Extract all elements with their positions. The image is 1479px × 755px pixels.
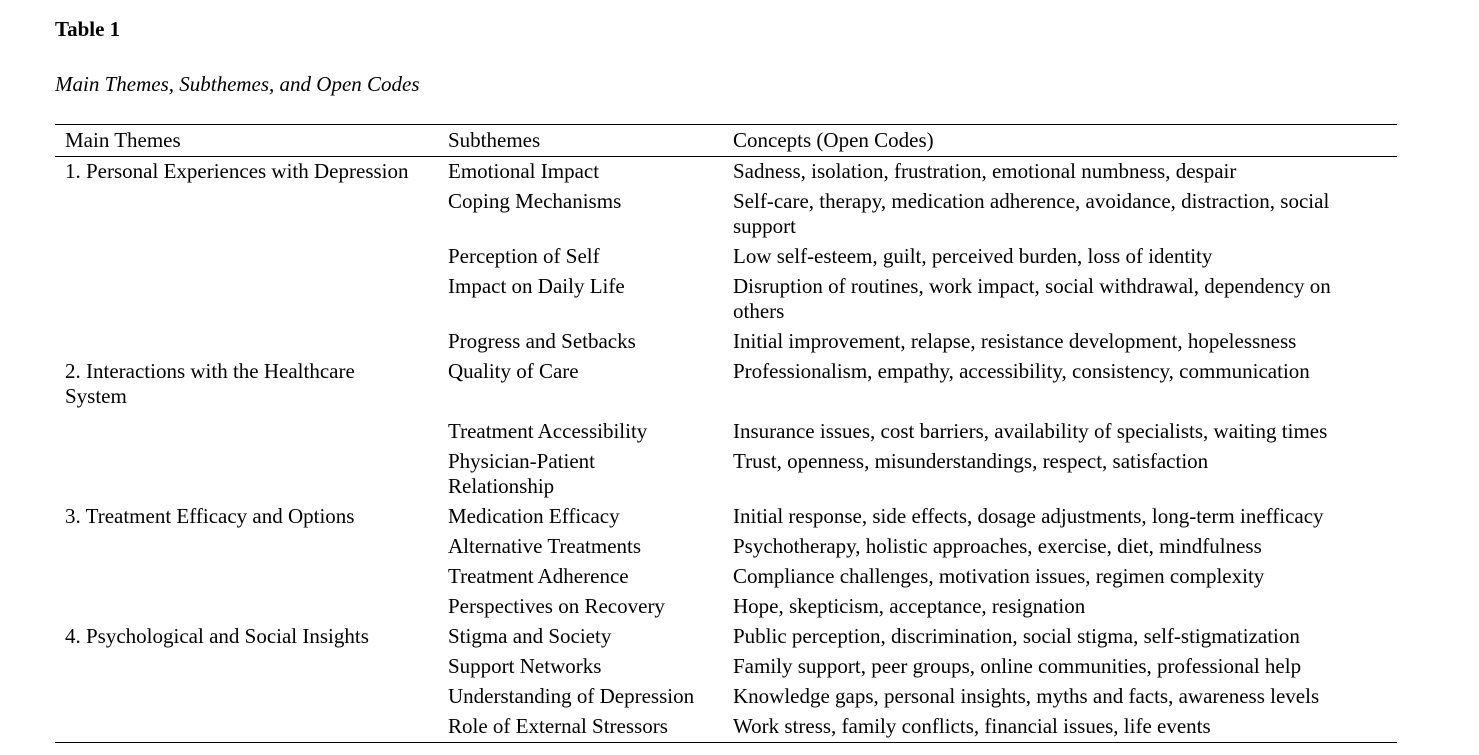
- table-row: Understanding of Depression Knowledge gap…: [55, 682, 1397, 712]
- table-row: Alternative Treatments Psychotherapy, hol…: [55, 532, 1397, 562]
- concepts-cell: Disruption of routines, work impact, soc…: [733, 274, 1331, 323]
- main-theme-cell: 2. Interactions with the Healthcare Syst…: [65, 359, 355, 408]
- column-header-subthemes: Subthemes: [448, 124, 733, 157]
- concepts-cell: Trust, openness, misunderstandings, resp…: [733, 449, 1209, 473]
- table-row: Physician-Patient Relationship Trust, ope…: [55, 447, 1397, 502]
- concepts-cell: Compliance challenges, motivation issues…: [733, 564, 1265, 588]
- table-body: 1. Personal Experiences with Depression E…: [55, 157, 1397, 743]
- table-row: Treatment Accessibility Insurance issues,…: [55, 417, 1397, 447]
- table-row: Perspectives on Recovery Hope, skepticism…: [55, 592, 1397, 622]
- subtheme-cell: Quality of Care: [448, 359, 579, 383]
- table-row: Treatment Adherence Compliance challenges…: [55, 562, 1397, 592]
- concepts-cell: Public perception, discrimination, socia…: [733, 624, 1300, 648]
- table-row: Impact on Daily Life Disruption of routin…: [55, 272, 1397, 327]
- subtheme-cell: Treatment Accessibility: [448, 419, 648, 443]
- concepts-cell: Psychotherapy, holistic approaches, exer…: [733, 534, 1262, 558]
- subtheme-cell: Medication Efficacy: [448, 504, 620, 528]
- concepts-cell: Initial response, side effects, dosage a…: [733, 504, 1324, 528]
- table-row: 1. Personal Experiences with Depression E…: [55, 157, 1397, 188]
- header-row: Main Themes Subthemes Concepts (Open Cod…: [55, 124, 1397, 157]
- table-row: Support Networks Family support, peer gro…: [55, 652, 1397, 682]
- subtheme-cell: Progress and Setbacks: [448, 329, 636, 353]
- subtheme-cell: Stigma and Society: [448, 624, 612, 648]
- subtheme-cell: Alternative Treatments: [448, 534, 642, 558]
- subtheme-cell: Treatment Adherence: [448, 564, 629, 588]
- table-row: 4. Psychological and Social Insights Stig…: [55, 622, 1397, 652]
- concepts-cell: Low self-esteem, guilt, perceived burden…: [733, 244, 1213, 268]
- subtheme-cell: Understanding of Depression: [448, 684, 695, 708]
- subtheme-cell: Emotional Impact: [448, 159, 600, 183]
- themes-table: Main Themes Subthemes Concepts (Open Cod…: [55, 124, 1397, 743]
- main-theme-cell: 3. Treatment Efficacy and Options: [65, 504, 355, 528]
- concepts-cell: Work stress, family conflicts, financial…: [733, 714, 1211, 738]
- column-header-main-themes: Main Themes: [55, 124, 448, 157]
- subtheme-cell: Impact on Daily Life: [448, 274, 625, 298]
- concepts-cell: Self-care, therapy, medication adherence…: [733, 189, 1330, 238]
- subtheme-cell: Perspectives on Recovery: [448, 594, 665, 618]
- table-label: Table 1: [55, 17, 121, 41]
- subtheme-cell: Role of External Stressors: [448, 714, 668, 738]
- subtheme-cell: Support Networks: [448, 654, 602, 678]
- subtheme-cell: Perception of Self: [448, 244, 600, 268]
- table-row: Progress and Setbacks Initial improvement…: [55, 327, 1397, 357]
- table-row: Role of External Stressors Work stress, f…: [55, 712, 1397, 743]
- concepts-cell: Insurance issues, cost barriers, availab…: [733, 419, 1328, 443]
- subtheme-cell: Coping Mechanisms: [448, 189, 622, 213]
- subtheme-cell: Physician-Patient Relationship: [448, 449, 595, 498]
- concepts-cell: Hope, skepticism, acceptance, resignatio…: [733, 594, 1086, 618]
- concepts-cell: Knowledge gaps, personal insights, myths…: [733, 684, 1320, 708]
- column-header-concepts: Concepts (Open Codes): [733, 124, 1397, 157]
- table-row: 3. Treatment Efficacy and Options Medicat…: [55, 502, 1397, 532]
- concepts-cell: Initial improvement, relapse, resistance…: [733, 329, 1297, 353]
- main-theme-cell: 1. Personal Experiences with Depression: [65, 159, 409, 183]
- table-caption: Main Themes, Subthemes, and Open Codes: [55, 72, 420, 96]
- concepts-cell: Sadness, isolation, frustration, emotion…: [733, 159, 1237, 183]
- table-row: Perception of Self Low self-esteem, guilt…: [55, 242, 1397, 272]
- concepts-cell: Family support, peer groups, online comm…: [733, 654, 1302, 678]
- table-header: Main Themes Subthemes Concepts (Open Cod…: [55, 124, 1397, 157]
- concepts-cell: Professionalism, empathy, accessibility,…: [733, 359, 1310, 383]
- table-row: 2. Interactions with the Healthcare Syst…: [55, 357, 1397, 417]
- main-theme-cell: 4. Psychological and Social Insights: [65, 624, 369, 648]
- table-row: Coping Mechanisms Self-care, therapy, med…: [55, 187, 1397, 242]
